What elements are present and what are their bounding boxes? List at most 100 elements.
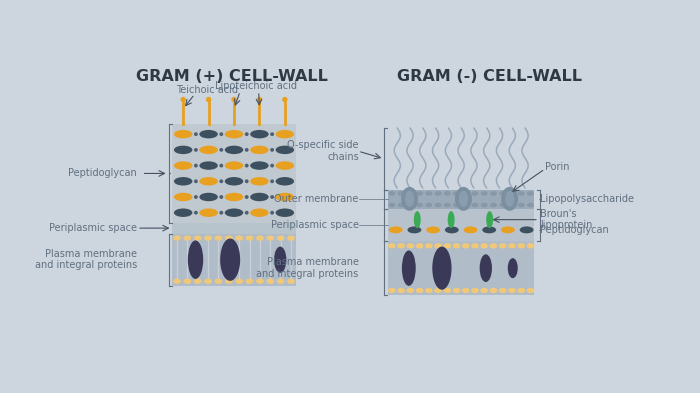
Ellipse shape — [433, 246, 452, 290]
Ellipse shape — [426, 191, 433, 196]
Ellipse shape — [471, 243, 479, 248]
Ellipse shape — [267, 279, 274, 284]
Ellipse shape — [480, 254, 492, 282]
Ellipse shape — [270, 179, 274, 183]
Ellipse shape — [245, 148, 248, 152]
Ellipse shape — [220, 239, 240, 281]
Ellipse shape — [235, 279, 243, 284]
Ellipse shape — [270, 163, 274, 167]
Ellipse shape — [407, 203, 414, 208]
Ellipse shape — [274, 246, 286, 273]
Ellipse shape — [276, 208, 294, 217]
Ellipse shape — [270, 195, 274, 199]
Ellipse shape — [245, 163, 248, 167]
Ellipse shape — [444, 203, 451, 208]
Ellipse shape — [194, 179, 198, 183]
Ellipse shape — [453, 288, 461, 293]
Ellipse shape — [416, 288, 423, 293]
Ellipse shape — [204, 235, 212, 241]
Ellipse shape — [199, 146, 218, 154]
Ellipse shape — [256, 279, 264, 284]
Ellipse shape — [426, 203, 433, 208]
Ellipse shape — [276, 193, 294, 201]
Ellipse shape — [445, 226, 458, 233]
Ellipse shape — [459, 191, 468, 207]
Text: Plasma membrane
and integral proteins: Plasma membrane and integral proteins — [256, 257, 358, 279]
Ellipse shape — [194, 148, 198, 152]
Ellipse shape — [276, 279, 284, 284]
Ellipse shape — [204, 279, 212, 284]
Ellipse shape — [194, 211, 198, 215]
Ellipse shape — [462, 191, 469, 196]
Ellipse shape — [518, 191, 525, 196]
Ellipse shape — [270, 211, 274, 215]
Ellipse shape — [245, 211, 248, 215]
Ellipse shape — [448, 211, 454, 228]
Text: Peptidoglycan: Peptidoglycan — [68, 169, 137, 178]
Ellipse shape — [508, 243, 516, 248]
Ellipse shape — [519, 226, 533, 233]
Text: Peptidoglycan: Peptidoglycan — [540, 225, 608, 235]
Ellipse shape — [407, 226, 421, 233]
Ellipse shape — [174, 177, 192, 185]
Ellipse shape — [270, 132, 274, 136]
Ellipse shape — [505, 191, 514, 207]
Ellipse shape — [219, 132, 223, 136]
Ellipse shape — [414, 211, 421, 228]
Ellipse shape — [455, 187, 472, 211]
Ellipse shape — [276, 130, 294, 138]
Ellipse shape — [199, 193, 218, 201]
Ellipse shape — [425, 288, 433, 293]
Ellipse shape — [250, 130, 269, 138]
Ellipse shape — [250, 146, 269, 154]
Ellipse shape — [250, 193, 269, 201]
Ellipse shape — [453, 191, 460, 196]
Ellipse shape — [194, 163, 198, 167]
Ellipse shape — [416, 191, 423, 196]
Ellipse shape — [444, 191, 451, 196]
Ellipse shape — [245, 195, 248, 199]
Text: Plasma membrane
and integral proteins: Plasma membrane and integral proteins — [35, 249, 137, 270]
Bar — [388, 209, 534, 241]
Ellipse shape — [194, 235, 202, 241]
Ellipse shape — [471, 288, 479, 293]
Ellipse shape — [481, 191, 488, 196]
Ellipse shape — [174, 130, 192, 138]
Ellipse shape — [499, 288, 507, 293]
Ellipse shape — [219, 148, 223, 152]
Text: Lipoteichoic acid: Lipoteichoic acid — [215, 81, 297, 91]
Bar — [172, 233, 295, 286]
Ellipse shape — [425, 243, 433, 248]
Ellipse shape — [499, 203, 506, 208]
Ellipse shape — [501, 226, 514, 233]
Ellipse shape — [407, 288, 414, 293]
Ellipse shape — [225, 130, 244, 138]
Ellipse shape — [453, 243, 461, 248]
Bar — [172, 124, 295, 223]
Ellipse shape — [480, 288, 488, 293]
Ellipse shape — [276, 146, 294, 154]
Ellipse shape — [462, 288, 470, 293]
Ellipse shape — [188, 241, 203, 279]
Ellipse shape — [405, 191, 414, 207]
Ellipse shape — [527, 203, 534, 208]
Ellipse shape — [276, 162, 294, 170]
Ellipse shape — [482, 226, 496, 233]
Text: Periplasmic space: Periplasmic space — [271, 220, 358, 230]
Text: Outer membrane: Outer membrane — [274, 194, 358, 204]
Ellipse shape — [287, 279, 295, 284]
Ellipse shape — [481, 203, 488, 208]
Bar — [388, 189, 534, 209]
Ellipse shape — [518, 203, 525, 208]
Ellipse shape — [435, 191, 442, 196]
Ellipse shape — [486, 211, 493, 228]
Ellipse shape — [508, 258, 518, 278]
Ellipse shape — [219, 163, 223, 167]
Ellipse shape — [401, 187, 418, 211]
Ellipse shape — [472, 191, 479, 196]
Ellipse shape — [194, 132, 198, 136]
Ellipse shape — [174, 193, 192, 201]
Ellipse shape — [267, 235, 274, 241]
Ellipse shape — [206, 97, 211, 102]
Ellipse shape — [388, 288, 395, 293]
